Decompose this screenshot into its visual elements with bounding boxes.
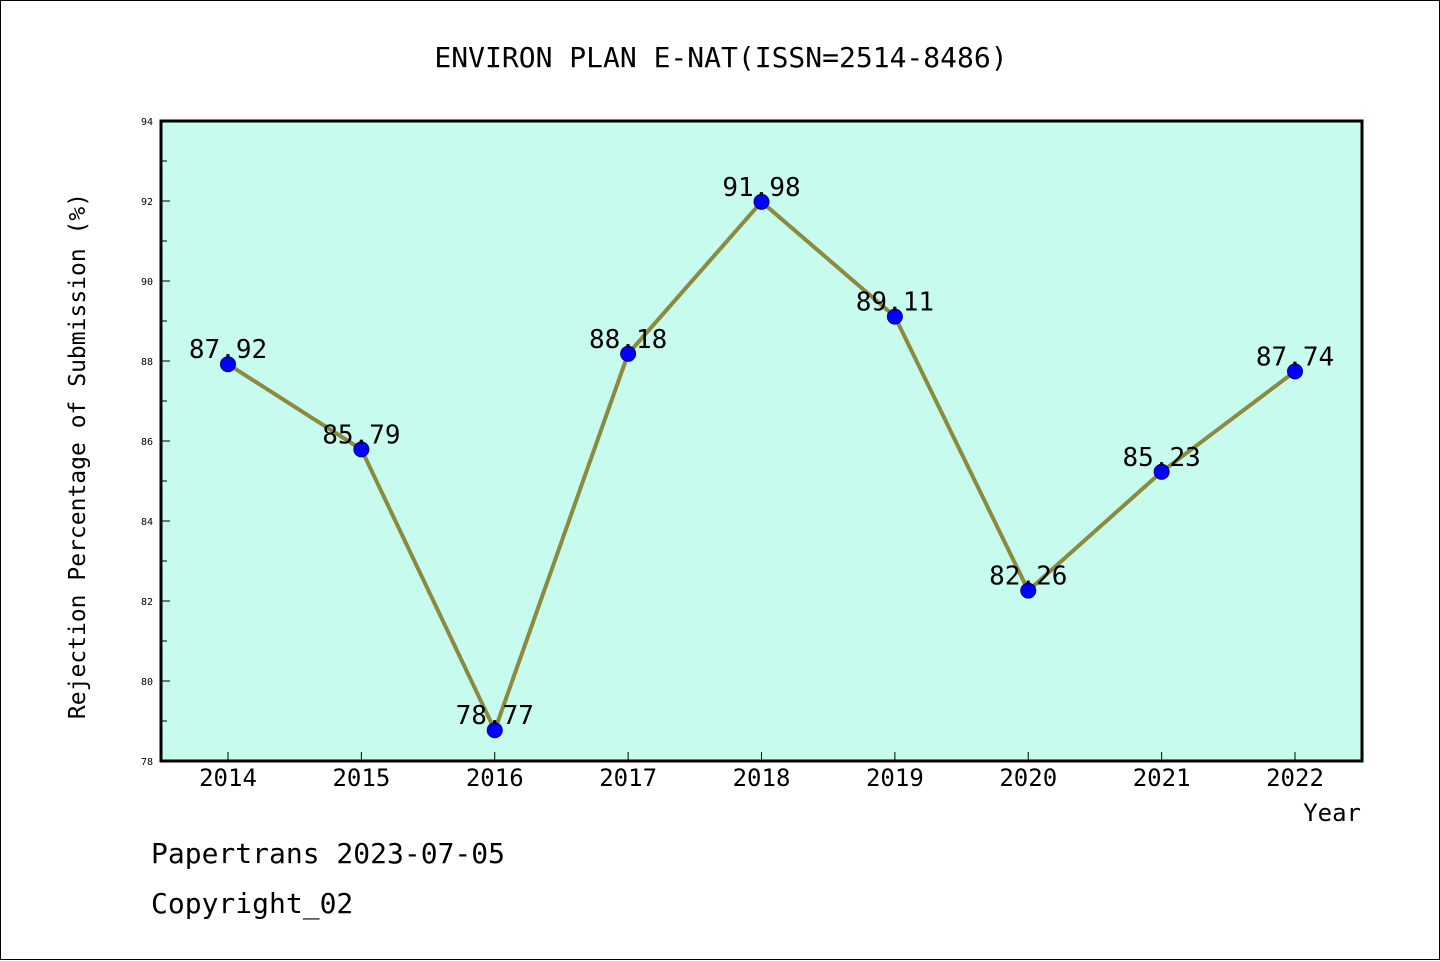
y-tick-label: 84 [141, 517, 153, 528]
y-axis-label: Rejection Percentage of Submission (%) [65, 193, 91, 719]
data-point [753, 193, 770, 210]
plot-border [159, 119, 1364, 763]
x-tick-label: 2015 [332, 764, 390, 792]
x-tick-label: 2014 [199, 764, 257, 792]
y-tick-label: 78 [141, 757, 153, 768]
data-label: 78.77 [456, 701, 534, 731]
data-labels: 87.92 85.79 78.77 88.18 91.98 89.11 82.26 85.23… [189, 173, 1334, 731]
x-tick-label: 2021 [1133, 764, 1191, 792]
x-axis-tick-labels: 2014 2015 2016 2017 2018 2019 2020 2021 2022 [199, 764, 1324, 792]
y-tick-label: 92 [141, 197, 153, 208]
footer-copyright: Copyright_02 [151, 887, 354, 920]
x-tick-label: 2019 [866, 764, 924, 792]
y-tick-label: 86 [141, 437, 153, 448]
data-point [1287, 363, 1303, 380]
data-label: 82.26 [989, 562, 1067, 592]
y-axis-tick-labels: 78 80 82 84 86 88 90 92 94 [141, 117, 153, 768]
x-axis-label: Year [1303, 799, 1361, 827]
data-label: 89.11 [856, 288, 934, 318]
chart-title: ENVIRON PLAN E-NAT(ISSN=2514-8486) [434, 41, 1007, 74]
x-tick-label: 2016 [466, 764, 524, 792]
data-point [486, 722, 503, 739]
data-label: 91.98 [722, 173, 800, 203]
data-point [1020, 582, 1037, 599]
x-tick-label: 2018 [733, 764, 791, 792]
y-tick-label: 82 [141, 597, 153, 608]
y-tick-label: 80 [141, 677, 153, 688]
x-tick-label: 2017 [599, 764, 657, 792]
data-point [353, 441, 370, 458]
data-label: 88.18 [589, 325, 667, 355]
footer-source: Papertrans 2023-07-05 [151, 837, 506, 870]
data-label: 87.92 [189, 335, 267, 365]
data-label: 85.23 [1122, 443, 1200, 473]
y-tick-label: 88 [141, 357, 153, 368]
data-point [620, 345, 637, 362]
plot-area [161, 121, 1362, 761]
y-tick-label: 94 [141, 117, 153, 128]
data-label: 87.74 [1256, 342, 1334, 372]
x-tick-label: 2022 [1266, 764, 1324, 792]
data-point [886, 308, 903, 325]
data-markers [220, 193, 1303, 739]
data-point [220, 356, 236, 373]
data-point [1153, 463, 1170, 480]
data-label: 85.79 [322, 420, 400, 450]
y-tick-label: 90 [141, 277, 153, 288]
x-tick-label: 2020 [999, 764, 1057, 792]
